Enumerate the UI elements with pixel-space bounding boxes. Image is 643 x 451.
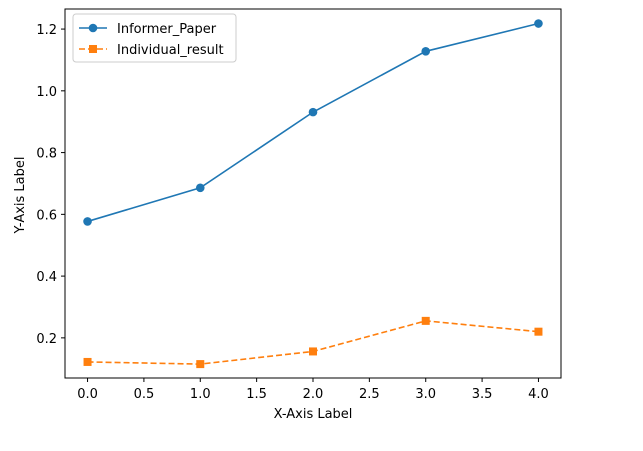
data-point [534, 327, 543, 336]
data-point [83, 217, 92, 226]
legend-marker [88, 23, 98, 33]
x-tick-label: 0.0 [77, 387, 98, 402]
x-tick-label: 4.0 [528, 387, 549, 402]
y-tick-label: 0.2 [36, 332, 57, 347]
x-tick-label: 2.0 [303, 387, 324, 402]
y-tick-label: 1.2 [36, 23, 57, 38]
x-tick-label: 3.0 [415, 387, 436, 402]
data-point [308, 107, 318, 117]
y-axis-label: Y-Axis Label [13, 157, 28, 235]
legend: Informer_Paper Individual_result [72, 13, 237, 63]
y-tick-label: 0.8 [36, 147, 57, 162]
x-axis-label: X-Axis Label [274, 407, 353, 422]
y-axis-ticks: 0.2 0.4 0.6 0.8 1.0 1.2 [36, 23, 65, 347]
data-point [421, 47, 431, 56]
x-tick-label: 3.5 [472, 387, 493, 402]
legend-marker [89, 45, 97, 53]
series-informer-paper [83, 19, 543, 226]
x-axis-ticks: 0.0 0.5 1.0 1.5 2.0 2.5 3.0 3.5 4.0 [77, 378, 549, 402]
legend-box [72, 13, 237, 63]
data-point [534, 19, 543, 28]
data-point [196, 360, 205, 369]
x-tick-label: 2.5 [359, 387, 380, 402]
data-point [421, 316, 430, 325]
data-point [309, 347, 317, 356]
legend-item: Individual_result [79, 43, 224, 58]
plot-area [64, 8, 562, 379]
x-tick-label: 0.5 [134, 387, 155, 402]
y-tick-label: 1.0 [36, 85, 57, 100]
legend-item: Informer_Paper [79, 22, 217, 37]
legend-label: Informer_Paper [117, 22, 217, 37]
series-individual-result [83, 316, 543, 369]
legend-label: Individual_result [117, 43, 224, 58]
series-layer [83, 19, 543, 369]
y-tick-label: 0.4 [36, 270, 57, 285]
y-tick-label: 0.6 [36, 208, 57, 223]
x-tick-label: 1.5 [246, 387, 267, 402]
data-point [83, 357, 92, 366]
series-line [87, 320, 539, 365]
x-tick-label: 1.0 [190, 387, 211, 402]
plot-frame [64, 8, 562, 379]
data-point [195, 183, 205, 193]
